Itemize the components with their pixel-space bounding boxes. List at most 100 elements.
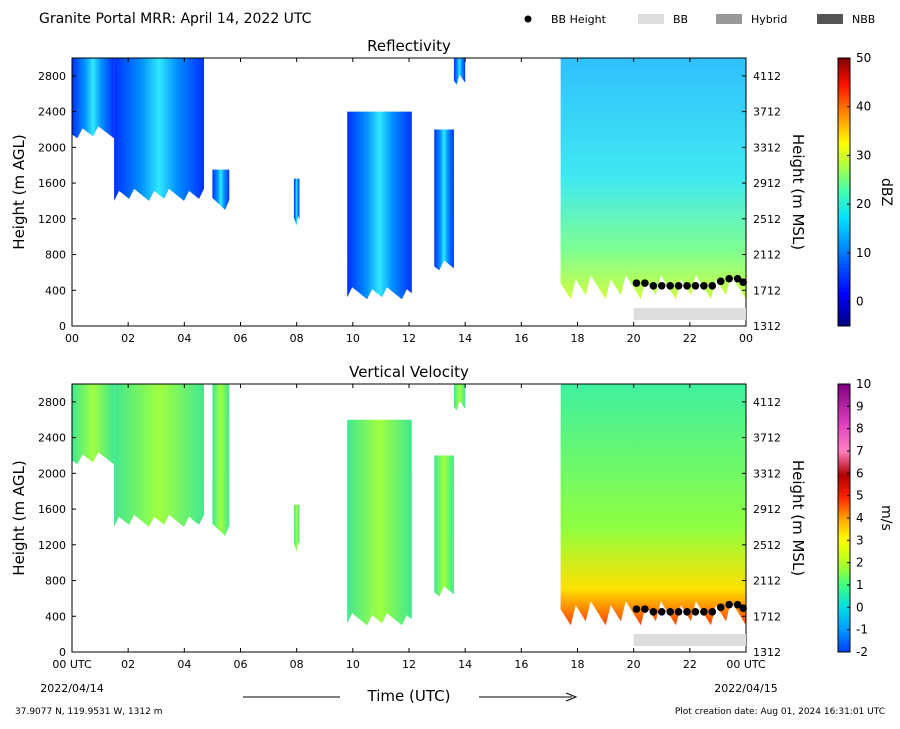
y-tick-label-left: 2400 (38, 432, 66, 445)
colorbar-tick-label: 20 (856, 197, 871, 211)
y-tick-label-left: 1600 (38, 177, 66, 190)
y-tick-label-left: 400 (45, 610, 66, 623)
bb-height-point (674, 608, 683, 616)
x-tick-label: 16 (514, 332, 528, 345)
colorbar-tick-label: 0 (856, 600, 864, 614)
echo-region (72, 58, 115, 139)
legend-entry-nbb: NBB (817, 13, 875, 26)
x-tick-label: 12 (402, 332, 416, 345)
y-tick-label-right: 1312 (753, 646, 781, 659)
x-tick-label: 14 (458, 658, 472, 671)
colorbar-tick-label: 10 (856, 246, 871, 260)
colorbar-tick-label: 7 (856, 444, 864, 458)
echo-region (293, 504, 300, 552)
y-tick-label-right: 3712 (753, 106, 781, 119)
y-tick-label-left: 0 (59, 320, 66, 333)
echo-region (560, 384, 746, 626)
legend-bar-marker (817, 14, 843, 24)
x-tick-label: 02 (121, 658, 135, 671)
bb-height-point (666, 282, 674, 290)
y-tick-label-right: 4112 (753, 70, 781, 83)
bb-height-point (674, 282, 683, 290)
y-tick-label-left: 2800 (38, 396, 66, 409)
time-arrow-head (565, 692, 578, 702)
echo-region (212, 169, 230, 210)
bb-height-point (725, 600, 733, 609)
x-tick-label: 20 (627, 332, 641, 345)
bb-height-point (649, 608, 658, 616)
y-tick-label-left: 800 (45, 249, 66, 262)
colorbar-tick-label: 1 (856, 578, 864, 592)
x-tick-label: 00 UTC (726, 658, 766, 671)
start-date: 2022/04/14 (40, 682, 103, 695)
x-tick-label: 16 (514, 658, 528, 671)
legend-label: BB (673, 13, 688, 26)
legend-entry-bb: BB (638, 13, 688, 26)
x-tick-label: 22 (683, 658, 697, 671)
echo-layer (72, 384, 746, 626)
y-tick-label-right: 2912 (753, 503, 781, 516)
echo-region (114, 384, 204, 527)
y-tick-label-right: 1312 (753, 320, 781, 333)
x-tick-label: 02 (121, 332, 135, 345)
echo-region (347, 419, 412, 626)
y-tick-label-right: 3312 (753, 467, 781, 480)
y-tick-label-right: 1712 (753, 284, 781, 297)
end-date: 2022/04/15 (714, 682, 777, 695)
x-tick-label: 00 UTC (52, 658, 92, 671)
echo-region (72, 384, 115, 465)
y-tick-label-right: 2112 (753, 249, 781, 262)
y-tick-label-left: 800 (45, 575, 66, 588)
colorbar-tick-label: 0 (856, 295, 864, 309)
y-tick-label-right: 4112 (753, 396, 781, 409)
bb-height-point (700, 608, 708, 616)
x-tick-label: 08 (290, 658, 304, 671)
x-tick-label: 04 (177, 658, 191, 671)
colorbar-label: dBZ (878, 178, 894, 206)
colorbar-tick-label: 6 (856, 466, 864, 480)
legend-label: BB Height (551, 13, 607, 26)
colorbar-tick-label: 9 (856, 399, 864, 413)
colorbar-tick-label: 2 (856, 556, 864, 570)
y-tick-label-right: 3712 (753, 432, 781, 445)
colorbar-tick-label: -1 (856, 623, 868, 637)
y-axis-label-right: Height (m MSL) (789, 460, 807, 576)
echo-region (453, 58, 466, 85)
panel-title: Vertical Velocity (349, 363, 469, 381)
bb-height-point (691, 608, 700, 616)
bb-height-point (641, 605, 649, 613)
x-tick-label: 00 (65, 332, 79, 345)
y-tick-label-left: 1200 (38, 213, 66, 226)
bb-height-point (708, 282, 717, 290)
x-tick-label: 04 (177, 332, 191, 345)
colorbar-tick-label: -2 (856, 645, 868, 659)
creation-date-text: Plot creation date: Aug 01, 2024 16:31:0… (675, 707, 885, 717)
bb-height-point (708, 608, 717, 616)
echo-region (212, 384, 230, 536)
x-tick-label: 20 (627, 658, 641, 671)
y-tick-label-left: 2400 (38, 106, 66, 119)
y-tick-label-left: 2800 (38, 70, 66, 83)
x-tick-label: 18 (571, 658, 585, 671)
x-tick-label: 06 (234, 658, 248, 671)
colorbar-tick-label: 10 (856, 377, 871, 391)
echo-region (347, 111, 412, 300)
x-tick-label: 12 (402, 658, 416, 671)
y-tick-label-left: 2000 (38, 467, 66, 480)
y-tick-label-right: 1712 (753, 610, 781, 623)
bb-height-point (716, 603, 725, 612)
bb-height-point (657, 282, 666, 290)
bb-category-bar (633, 308, 746, 320)
colorbar-tick-label: 50 (856, 51, 871, 65)
y-axis-label-right: Height (m MSL) (789, 134, 807, 250)
x-tick-label: 10 (346, 658, 360, 671)
echo-region (434, 455, 454, 597)
colorbar-tick-label: 30 (856, 148, 871, 162)
y-tick-label-left: 0 (59, 646, 66, 659)
y-tick-label-right: 2912 (753, 177, 781, 190)
bb-height-point (641, 279, 649, 287)
bb-height-point (683, 282, 691, 290)
colorbar-tick-label: 8 (856, 422, 864, 436)
echo-region (434, 129, 454, 271)
legend-bar-marker (638, 14, 664, 24)
